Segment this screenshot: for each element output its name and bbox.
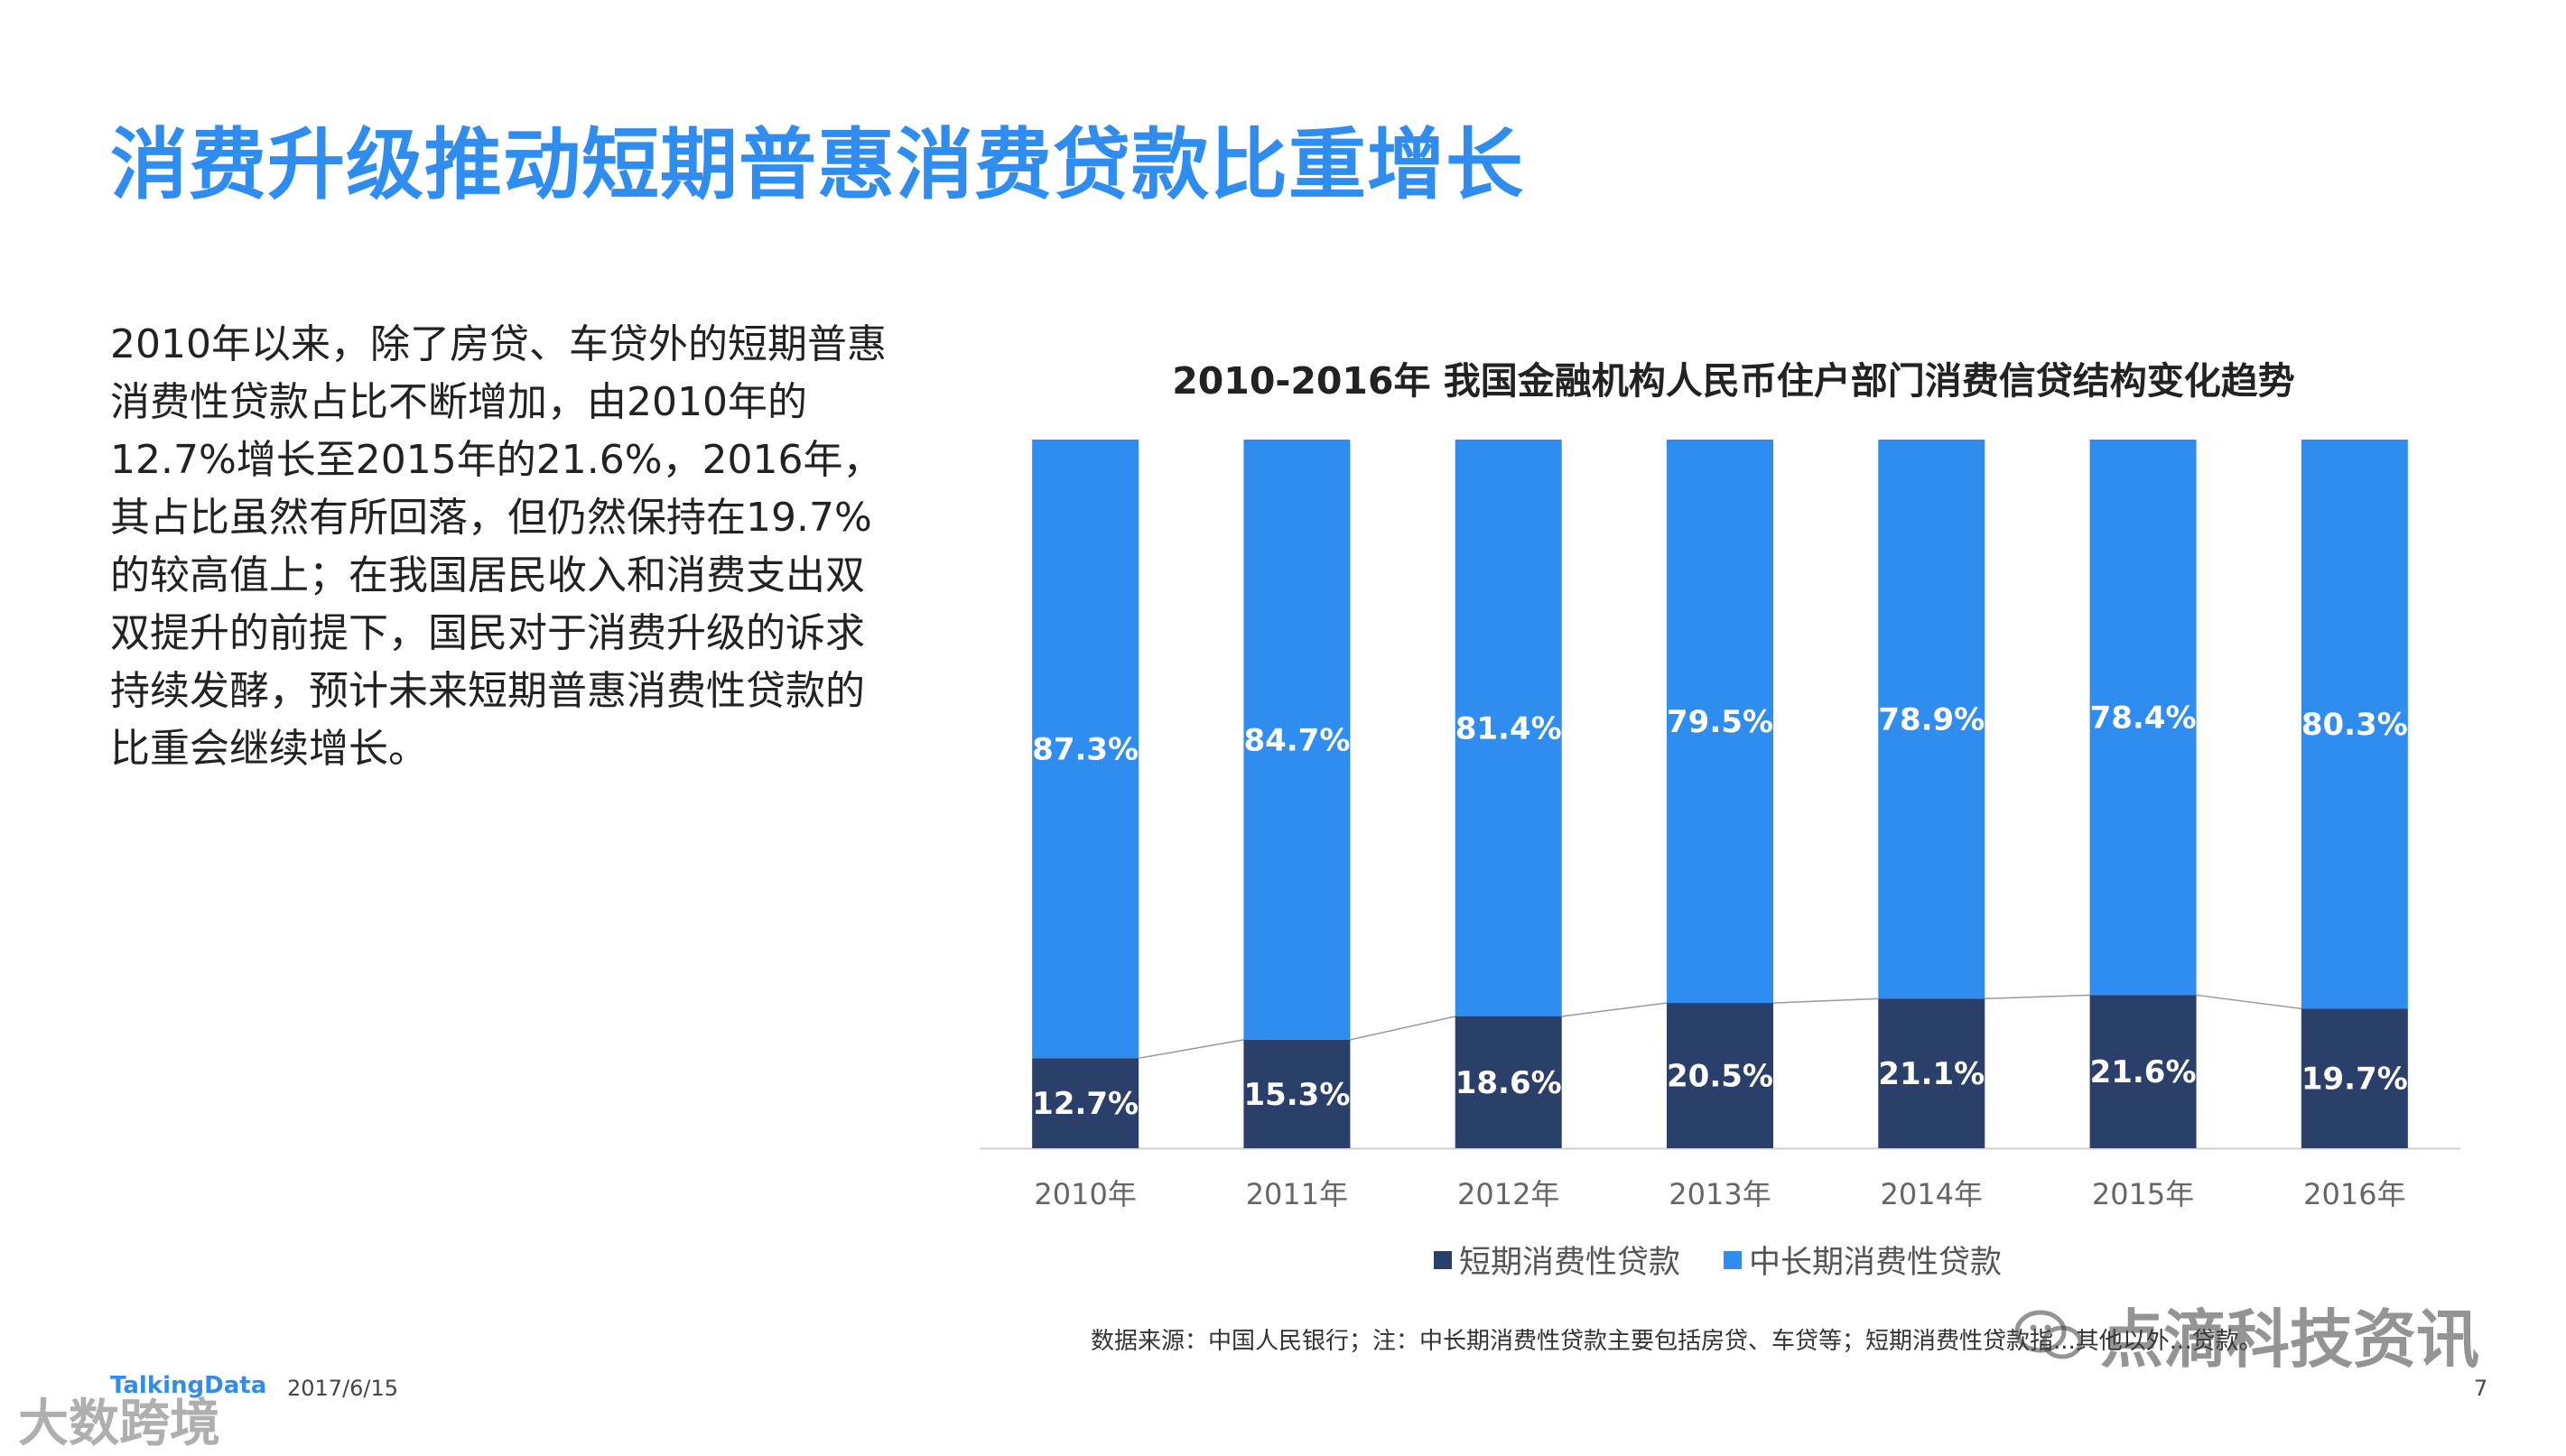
chart-legend: 短期消费性贷款 中长期消费性贷款 bbox=[1434, 1237, 2002, 1283]
legend-label-long: 中长期消费性贷款 bbox=[1749, 1245, 2003, 1281]
bar-short-2010年 bbox=[1032, 1058, 1139, 1148]
x-tick-label-2013年: 2013年 bbox=[1669, 1177, 1771, 1211]
legend-swatch-long bbox=[1724, 1250, 1743, 1269]
trend-connector-5 bbox=[2196, 994, 2301, 1010]
trend-connector-0 bbox=[1139, 1039, 1244, 1060]
data-label-short-2015年: 21.6% bbox=[2090, 1054, 2197, 1090]
wechat-icon bbox=[2014, 1310, 2083, 1359]
legend-swatch-short bbox=[1434, 1250, 1452, 1269]
trend-connector-4 bbox=[1985, 994, 2090, 1000]
brand-logo: TalkingData bbox=[110, 1372, 267, 1399]
bar-short-2016年 bbox=[2301, 1008, 2408, 1148]
watermark-right-text: 点滴科技资讯 bbox=[2100, 1303, 2479, 1377]
data-label-long-2012年: 81.4% bbox=[1455, 710, 1562, 747]
x-tick-label-2014年: 2014年 bbox=[1881, 1177, 1983, 1211]
data-label-short-2010年: 12.7% bbox=[1032, 1086, 1139, 1122]
description-paragraph: 2010年以来，除了房贷、车贷外的短期普惠消费性贷款占比不断增加，由2010年的… bbox=[110, 321, 887, 772]
bar-short-2014年 bbox=[1878, 998, 1985, 1148]
chart-title: 2010-2016年 我国金融机构人民币住户部门消费信贷结构变化趋势 bbox=[1172, 359, 2295, 403]
footer-date: 2017/6/15 bbox=[287, 1376, 399, 1401]
x-tick-label-2016年: 2016年 bbox=[2303, 1177, 2405, 1211]
page-title: 消费升级推动短期普惠消费贷款比重增长 bbox=[110, 120, 1524, 210]
watermark-left: 大数跨境 bbox=[18, 1395, 220, 1453]
watermark-right: 点滴科技资讯 bbox=[2013, 1289, 2479, 1380]
data-label-long-2014年: 78.9% bbox=[1878, 702, 1985, 738]
bar-long-2014年 bbox=[1878, 440, 1985, 999]
data-label-long-2016年: 80.3% bbox=[2301, 707, 2408, 743]
x-tick-label-2010年: 2010年 bbox=[1034, 1177, 1136, 1211]
source-note: 数据来源：中国人民银行；注：中长期消费性贷款主要包括房贷、车贷等；短期消费性贷款… bbox=[1091, 1328, 2263, 1355]
bar-short-2013年 bbox=[1667, 1003, 1773, 1148]
data-label-short-2013年: 20.5% bbox=[1667, 1059, 1773, 1095]
bar-long-2016年 bbox=[2301, 440, 2408, 1009]
legend-item-short: 短期消费性贷款 bbox=[1434, 1237, 1680, 1283]
trend-connector-2 bbox=[1561, 1002, 1668, 1017]
bar-short-2012年 bbox=[1455, 1015, 1562, 1148]
page-number: 7 bbox=[2474, 1376, 2488, 1401]
x-tick-label-2015年: 2015年 bbox=[2092, 1177, 2194, 1211]
bar-long-2011年 bbox=[1243, 440, 1351, 1040]
data-label-short-2014年: 21.1% bbox=[1878, 1056, 1985, 1092]
bar-short-2015年 bbox=[2089, 995, 2197, 1148]
data-label-short-2011年: 15.3% bbox=[1243, 1077, 1350, 1113]
x-tick-label-2011年: 2011年 bbox=[1246, 1177, 1348, 1211]
data-label-short-2016年: 19.7% bbox=[2301, 1062, 2408, 1098]
bar-long-2012年 bbox=[1455, 440, 1562, 1016]
data-label-long-2013年: 79.5% bbox=[1667, 704, 1773, 740]
trend-connector-1 bbox=[1350, 1015, 1455, 1041]
legend-item-long: 中长期消费性贷款 bbox=[1724, 1237, 2002, 1283]
data-label-long-2015年: 78.4% bbox=[2090, 700, 2197, 737]
x-tick-label-2012年: 2012年 bbox=[1457, 1177, 1559, 1211]
data-label-short-2012年: 18.6% bbox=[1455, 1065, 1562, 1101]
data-label-long-2010年: 87.3% bbox=[1032, 732, 1139, 768]
bar-long-2015年 bbox=[2089, 440, 2197, 996]
legend-label-short: 短期消费性贷款 bbox=[1459, 1245, 1681, 1281]
bar-long-2010年 bbox=[1032, 440, 1139, 1059]
data-label-long-2011年: 84.7% bbox=[1243, 722, 1350, 758]
bar-short-2011年 bbox=[1243, 1039, 1351, 1148]
trend-connector-3 bbox=[1772, 997, 1879, 1004]
bar-long-2013年 bbox=[1667, 440, 1773, 1004]
